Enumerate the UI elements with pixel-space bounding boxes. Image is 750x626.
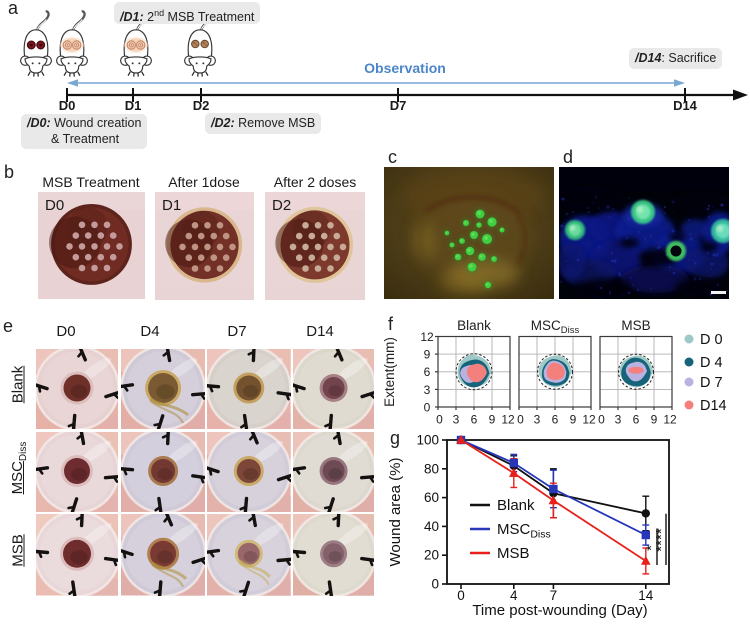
svg-text:6: 6 — [633, 413, 640, 427]
svg-text:MSCDiss: MSCDiss — [531, 318, 580, 336]
svg-text:D 7: D 7 — [700, 375, 723, 391]
svg-text:Wound area (%): Wound area (%) — [387, 458, 404, 567]
svg-text:3: 3 — [615, 413, 622, 427]
svg-text:D1: D1 — [162, 197, 181, 214]
svg-text:6: 6 — [552, 413, 559, 427]
svg-text:0: 0 — [457, 588, 465, 603]
svg-text:4: 4 — [510, 588, 518, 603]
svg-text:6: 6 — [471, 413, 478, 427]
svg-text:100: 100 — [416, 433, 439, 448]
svg-text:6: 6 — [424, 365, 431, 379]
svg-text:80: 80 — [424, 461, 439, 476]
svg-text:D14: D14 — [700, 398, 727, 414]
svg-text:9: 9 — [570, 413, 577, 427]
svg-text:40: 40 — [424, 519, 439, 534]
svg-text:60: 60 — [424, 490, 439, 505]
svg-text:0: 0 — [424, 401, 431, 415]
svg-text:9: 9 — [424, 348, 431, 362]
svg-text:Blank: Blank — [457, 318, 491, 333]
svg-text:9: 9 — [489, 413, 496, 427]
svg-text:D2: D2 — [272, 197, 291, 214]
svg-text:14: 14 — [638, 588, 654, 603]
svg-text:0: 0 — [517, 413, 524, 427]
svg-text:MSCDiss: MSCDiss — [497, 521, 551, 541]
svg-text:12: 12 — [663, 413, 677, 427]
svg-text:12: 12 — [582, 413, 596, 427]
svg-text:0: 0 — [436, 413, 443, 427]
svg-text:MSB: MSB — [621, 318, 650, 333]
svg-text:****: **** — [653, 528, 670, 552]
svg-text:MSB: MSB — [497, 545, 530, 562]
svg-text:Time post-wounding (Day): Time post-wounding (Day) — [472, 602, 647, 619]
svg-text:D 0: D 0 — [700, 332, 723, 348]
svg-text:3: 3 — [534, 413, 541, 427]
svg-text:12: 12 — [420, 330, 434, 344]
svg-text:0: 0 — [431, 577, 439, 592]
svg-text:3: 3 — [424, 383, 431, 397]
svg-text:9: 9 — [651, 413, 658, 427]
svg-text:20: 20 — [424, 548, 439, 563]
svg-text:Extent(mm): Extent(mm) — [382, 337, 397, 407]
svg-text:0: 0 — [598, 413, 605, 427]
svg-text:Blank: Blank — [497, 497, 535, 514]
svg-text:7: 7 — [550, 588, 558, 603]
svg-text:3: 3 — [453, 413, 460, 427]
svg-text:12: 12 — [501, 413, 515, 427]
svg-text:D0: D0 — [45, 197, 64, 214]
svg-text:*: * — [643, 545, 660, 551]
svg-text:D 4: D 4 — [700, 355, 723, 371]
